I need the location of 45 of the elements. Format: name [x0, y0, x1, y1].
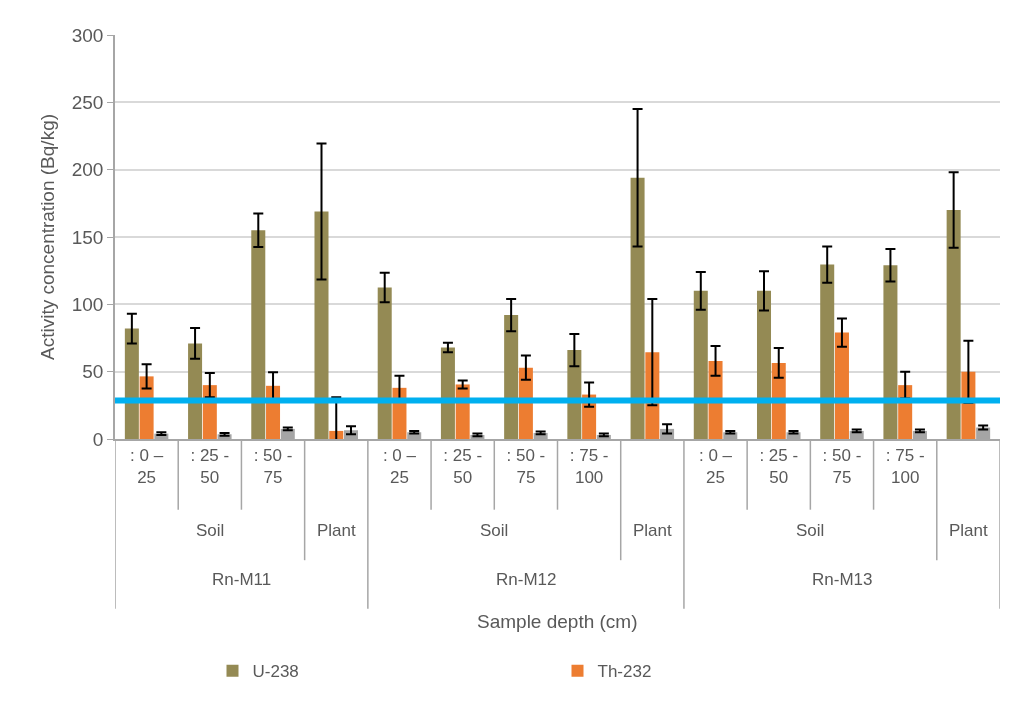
x-tick-label: : 50 - 75: [253, 446, 293, 488]
x-tick-label: : 75 - 100: [885, 446, 925, 488]
x-tick-label: : 25 - 50: [190, 446, 230, 488]
bar: [834, 332, 849, 439]
x-tick-label: : 0 – 25: [698, 446, 733, 488]
y-tick-label: 300: [71, 24, 104, 46]
x-tick-label: : 50 - 75: [822, 446, 862, 488]
text: Plant: [633, 521, 673, 540]
y-tick-label: 200: [71, 159, 104, 181]
text: Soil: [796, 521, 825, 540]
bar: [883, 265, 898, 439]
y-tick-label: 100: [71, 293, 104, 315]
y-tick-label: 50: [82, 361, 104, 383]
x-tick-label: : 25 - 50: [443, 446, 483, 488]
bar: [630, 177, 645, 439]
x-tick-label: : 0 – 25: [382, 446, 417, 488]
text: Soil: [196, 521, 225, 540]
x-tick-label: : 0 – 25: [130, 446, 164, 488]
text: Sample depth (cm): [477, 611, 638, 632]
text: Rn-M12: [496, 570, 557, 589]
x-tick-label: : 50 - 75: [506, 446, 546, 488]
bar: [820, 264, 835, 439]
legend-label: U-238: [252, 662, 299, 682]
y-tick-label: 250: [71, 91, 104, 113]
text: Soil: [480, 521, 509, 540]
bar: [124, 328, 139, 439]
bar: [504, 315, 519, 439]
text: Rn-M13: [812, 570, 873, 589]
text: Plant: [317, 521, 357, 540]
bar: [756, 290, 772, 439]
text: Plant: [949, 521, 989, 540]
bar: [188, 343, 203, 439]
y-tick-label: 150: [71, 226, 104, 248]
bar: [440, 347, 455, 439]
bar: [693, 290, 708, 439]
text: Rn-M11: [212, 570, 272, 589]
bar: [946, 210, 961, 439]
x-tick-label: : 25 - 50: [759, 446, 799, 488]
bar: [377, 287, 392, 439]
bar: [314, 211, 329, 439]
y-tick-label: 0: [92, 428, 104, 450]
x-tick-label: : 75 - 100: [569, 446, 609, 488]
legend-label: Th-232: [597, 662, 652, 682]
y-axis-title: Activity concentration (Bq/kg): [37, 113, 59, 361]
bar: [251, 230, 266, 439]
